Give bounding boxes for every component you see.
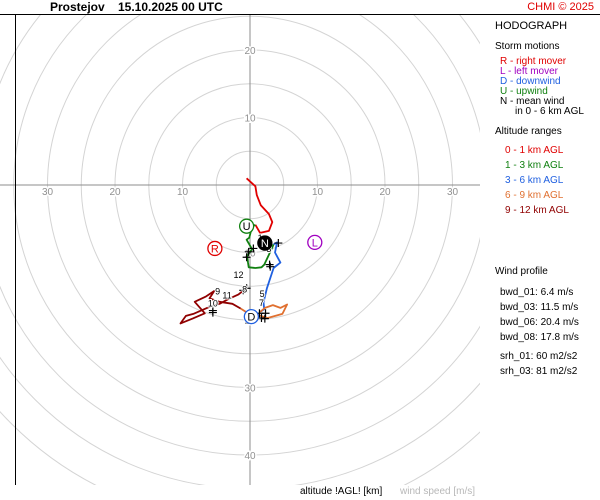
panel-title: HODOGRAPH (495, 20, 568, 32)
top-border-line (0, 14, 600, 15)
storm-motion-n: N (257, 235, 273, 251)
storm-motion-l: L (307, 234, 323, 251)
altitude-ranges-title: Altitude ranges (495, 126, 562, 137)
storm-motion-circle (257, 235, 273, 251)
wind-marker (261, 309, 270, 318)
altitude-label: 10 (208, 299, 218, 309)
altitude-axis-label: altitude !AGL! [km] (300, 486, 383, 497)
range-ring (0, 356, 480, 485)
wind-marker (249, 244, 258, 253)
speed-axis-label: wind speed [m/s] (400, 486, 476, 497)
altitude-label: 7 (259, 298, 264, 308)
wind-marker (242, 284, 251, 293)
ring-label: 30 (244, 384, 256, 395)
altitude-legend-item: 3 - 6 km AGL (505, 175, 564, 186)
ring-label: 10 (312, 187, 324, 198)
wind-stat: bwd_06: 20.4 m/s (500, 317, 579, 328)
storm-motion-circle (207, 240, 223, 257)
ring-label: 20 (109, 187, 121, 198)
storm-motion-u: U (238, 218, 255, 234)
storm-motion-circle (243, 308, 260, 325)
storm-motion-label: R (211, 243, 219, 255)
ring-label: 20 (244, 46, 256, 57)
storm-motion-label: D (247, 312, 255, 324)
hodograph-plot: 201030201010203010203040135789101112RLDU… (0, 15, 480, 485)
altitude-label: 5 (260, 289, 265, 299)
storm-legend-item: L - left mover (500, 66, 558, 77)
ring-label: 20 (379, 187, 391, 198)
hodograph-segment (245, 177, 274, 234)
wind-marker (239, 286, 248, 295)
altitude-legend-item: 0 - 1 km AGL (505, 145, 564, 156)
wind-marker (242, 253, 251, 262)
altitude-label: 9 (215, 286, 220, 296)
altitude-legend-item: 9 - 12 km AGL (505, 205, 569, 216)
ring-label: 30 (447, 187, 459, 198)
wind-stat: bwd_03: 11.5 m/s (500, 302, 579, 313)
storm-motion-label: L (312, 237, 318, 249)
storm-motion-r: R (207, 240, 223, 257)
storm-motion-label: U (243, 221, 251, 233)
wind-marker (266, 262, 275, 271)
ring-label: 10 (244, 114, 256, 125)
storm-motions-title: Storm motions (495, 41, 560, 52)
hodograph-segment (245, 224, 275, 269)
altitude-legend-item: 6 - 9 km AGL (505, 190, 564, 201)
datetime: 15.10.2025 00 UTC (118, 0, 223, 14)
storm-legend-item: N - mean wind (500, 96, 565, 107)
range-ring (0, 410, 480, 485)
wind-stat: srh_01: 60 m2/s2 (500, 351, 578, 362)
ring-label: 30 (42, 187, 54, 198)
wind-marker (208, 306, 217, 315)
storm-legend-item: in 0 - 6 km AGL (515, 106, 584, 117)
wind-marker (265, 260, 274, 269)
altitude-label: 11 (222, 290, 231, 300)
wind-stat: srh_03: 81 m2/s2 (500, 366, 578, 377)
wind-marker (260, 314, 269, 323)
wind-marker (244, 247, 253, 256)
range-ring (0, 15, 480, 456)
storm-legend-item: U - upwind (500, 86, 548, 97)
altitude-label: 8 (242, 284, 247, 294)
wind-stat: bwd_01: 6.4 m/s (500, 287, 574, 298)
ring-label: 40 (244, 451, 256, 462)
storm-motion-label: N (261, 238, 269, 250)
storm-legend-item: D - downwind (500, 76, 561, 87)
copyright: CHMI © 2025 (527, 1, 594, 13)
altitude-legend-item: 1 - 3 km AGL (505, 160, 564, 171)
wind-marker (274, 239, 283, 248)
storm-motion-circle (307, 234, 323, 251)
ring-label: 10 (177, 187, 189, 198)
storm-motion-circle (238, 218, 255, 234)
hodograph-segment (259, 241, 282, 313)
station-name: Prostejov (50, 0, 105, 14)
wind-profile-title: Wind profile (495, 266, 548, 277)
storm-motion-d: D (243, 308, 260, 325)
storm-legend-item: R - right mover (500, 56, 567, 67)
wind-stat: bwd_08: 17.8 m/s (500, 332, 579, 343)
altitude-label: 12 (234, 270, 244, 280)
hodograph-segment (179, 288, 246, 325)
